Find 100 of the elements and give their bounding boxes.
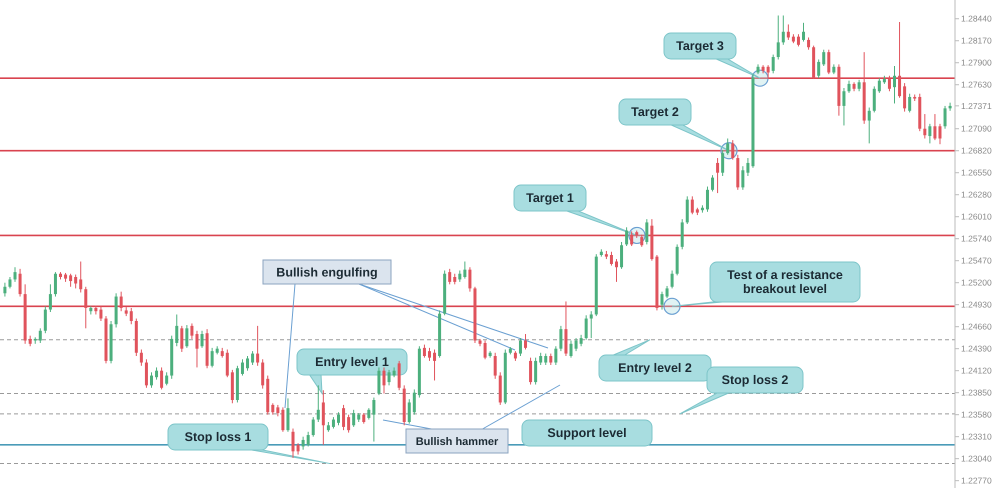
candlestick <box>872 86 876 113</box>
y-tick-label: 1.24390 <box>961 344 992 354</box>
candlestick <box>408 398 411 424</box>
candlestick <box>928 123 932 144</box>
candlestick <box>251 350 254 366</box>
candlestick <box>306 431 310 447</box>
candlestick <box>433 349 436 381</box>
candlestick <box>549 353 552 366</box>
candlestick <box>347 414 350 434</box>
candlestick <box>54 272 57 298</box>
candlestick <box>827 49 830 75</box>
candlestick <box>44 306 47 334</box>
ref-line-label: Target 1 <box>526 191 574 205</box>
y-tick-label: 1.25740 <box>961 234 992 244</box>
candlestick <box>8 276 12 289</box>
y-tick-label: 1.27900 <box>961 58 992 68</box>
candlestick <box>326 422 330 432</box>
candlestick <box>195 330 198 368</box>
candlestick <box>544 353 548 366</box>
candlestick <box>706 186 709 212</box>
candlestick <box>711 174 714 192</box>
candlestick <box>802 22 806 42</box>
candlestick <box>190 322 194 340</box>
y-tick-label: 1.28440 <box>961 14 992 24</box>
candlestick <box>130 307 133 325</box>
candlestick <box>302 436 305 450</box>
y-tick-label: 1.24660 <box>961 322 992 332</box>
candlestick <box>316 384 320 423</box>
candlestick <box>842 87 846 126</box>
candlestick <box>908 93 912 113</box>
annotation: Bullish hammer <box>416 436 499 448</box>
candlestick <box>150 372 153 388</box>
candlestick <box>412 388 416 416</box>
candlestick <box>868 107 871 144</box>
candlestick <box>529 357 532 386</box>
candlestick <box>79 261 82 293</box>
candlestick <box>463 261 466 280</box>
candlestick <box>18 268 22 298</box>
candlestick <box>625 226 628 247</box>
candlestick <box>38 328 42 344</box>
candlestick <box>276 404 280 417</box>
candlestick <box>200 330 204 348</box>
candlestick <box>574 338 578 352</box>
y-tick-label: 1.27630 <box>961 80 992 90</box>
candlestick <box>903 82 906 112</box>
candlestick <box>337 412 340 426</box>
candlestick <box>666 285 669 299</box>
candlestick <box>938 123 942 145</box>
candlestick <box>286 398 290 432</box>
ref-line-label: Target 3 <box>676 39 724 53</box>
candlestick <box>377 366 380 396</box>
candlestick <box>468 266 472 292</box>
candlestick <box>256 325 260 366</box>
candlestick <box>453 273 456 285</box>
candlestick <box>630 230 634 247</box>
candlestick <box>175 314 178 347</box>
candlestick <box>620 241 624 270</box>
candlestick <box>261 358 264 390</box>
candlestick <box>422 344 426 358</box>
candlestick <box>640 234 644 248</box>
candlestick <box>367 408 370 420</box>
candlestick <box>518 338 522 357</box>
candlestick <box>539 352 542 366</box>
ref-line-label: Stop loss 1 <box>184 430 252 444</box>
candlestick <box>165 372 168 386</box>
y-tick-label: 1.23850 <box>961 388 992 398</box>
candlestick <box>342 404 346 431</box>
candlestick <box>240 358 244 376</box>
y-tick-label: 1.27371 <box>961 100 992 111</box>
candlestick <box>686 196 689 225</box>
candlestick <box>494 352 497 380</box>
candlestick <box>746 158 750 176</box>
candlestick <box>84 286 88 329</box>
y-tick-label: 1.23310 <box>961 432 992 442</box>
candlestick <box>570 340 573 358</box>
candlestick <box>614 258 618 282</box>
y-tick-label: 1.23580 <box>961 410 992 420</box>
candlestick <box>28 335 32 347</box>
candlestick <box>786 24 790 40</box>
ref-line-label: Entry level 1 <box>315 355 389 369</box>
candlestick <box>817 58 820 79</box>
y-tick-label: 1.26550 <box>961 168 992 178</box>
candlestick <box>372 397 376 442</box>
candlestick <box>392 366 396 378</box>
y-tick-label: 1.22770 <box>961 476 992 486</box>
candlestick <box>220 347 224 358</box>
candlestick <box>726 138 730 156</box>
candlestick <box>892 65 896 104</box>
candlestick <box>772 54 775 74</box>
ref-line-label: Stop loss 2 <box>722 373 788 387</box>
candlestick <box>782 14 785 46</box>
candlestick <box>99 306 102 322</box>
candlestick <box>898 21 902 98</box>
candlestick <box>3 282 6 298</box>
candlestick <box>888 75 891 92</box>
y-tick-label: 1.25470 <box>961 256 992 266</box>
candlestick <box>731 140 734 160</box>
candlestick <box>645 218 648 245</box>
candlestick <box>554 346 558 366</box>
candlestick <box>160 366 164 390</box>
